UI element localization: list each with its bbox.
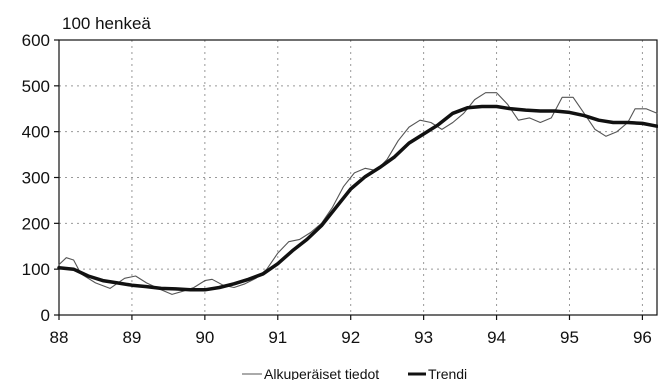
grid [59, 40, 657, 315]
x-tick-label: 96 [633, 328, 652, 347]
legend: Alkuperäiset tiedot Trendi [242, 366, 467, 380]
legend-label-alkuperaiset: Alkuperäiset tiedot [264, 366, 379, 380]
tick-marks [54, 39, 644, 320]
x-tick-label: 91 [268, 328, 287, 347]
series-lines [57, 92, 658, 295]
plot-frame [58, 39, 658, 316]
legend-label-trendi: Trendi [428, 366, 467, 380]
series-line-alkuperaiset [58, 92, 658, 295]
series-line-trendi [57, 104, 658, 292]
y-tick-labels: 0 100 200 300 400 500 600 [22, 31, 50, 325]
x-tick-label: 92 [341, 328, 360, 347]
y-tick-label: 600 [22, 31, 50, 50]
y-tick-label: 200 [22, 214, 50, 233]
y-tick-label: 500 [22, 77, 50, 96]
x-tick-label: 93 [414, 328, 433, 347]
y-unit-label: 100 henkeä [62, 14, 151, 33]
y-tick-label: 300 [22, 169, 50, 188]
y-tick-label: 400 [22, 123, 50, 142]
x-tick-label: 94 [487, 328, 506, 347]
x-tick-label: 90 [195, 328, 214, 347]
x-tick-label: 95 [560, 328, 579, 347]
y-tick-label: 100 [22, 260, 50, 279]
y-tick-label: 0 [41, 306, 50, 325]
x-tick-labels: 88 89 90 91 92 93 94 95 96 [50, 328, 652, 347]
x-tick-label: 89 [122, 328, 141, 347]
x-tick-label: 88 [50, 328, 69, 347]
